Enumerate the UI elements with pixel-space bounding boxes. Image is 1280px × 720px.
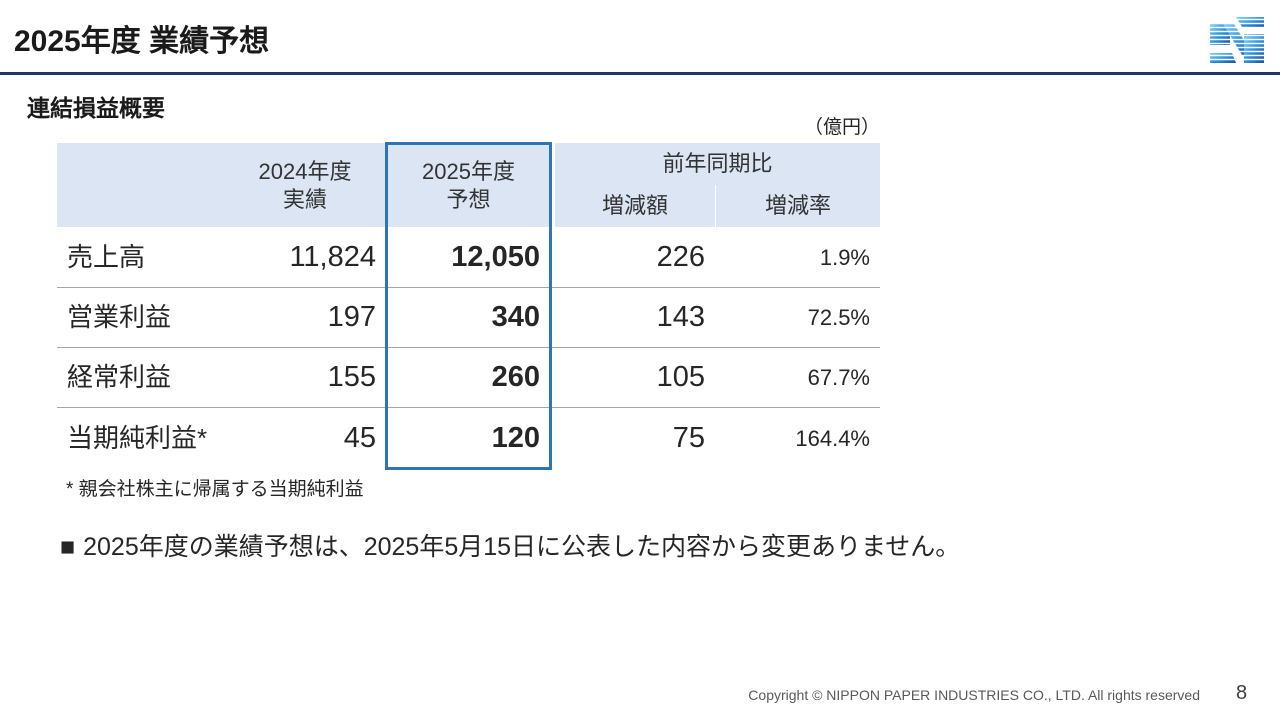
consolidated-pl-table: 2024年度 実績 2025年度 予想 前年同期比 増減額 増減率 売上高 11…: [57, 143, 880, 469]
value-diff: 226: [656, 241, 705, 273]
value-diff: 75: [672, 422, 705, 454]
header-diff: 増減額: [601, 193, 668, 218]
header-2024-actual: 2024年度 実績: [227, 158, 383, 214]
bullet-text: 2025年度の業績予想は、2025年5月15日に公表した内容から変更ありません。: [83, 533, 961, 561]
header-rule: [0, 72, 1280, 75]
value-2025: 120: [491, 422, 540, 454]
table-header-current: 2025年度 予想: [385, 143, 552, 227]
page-number: 8: [1236, 682, 1248, 704]
nippon-paper-logo-icon: [1208, 14, 1266, 66]
value-diff: 143: [656, 301, 705, 333]
header-curr-year: 2025年度: [422, 159, 515, 184]
row-label: 当期純利益*: [67, 423, 208, 453]
unit-label: （億円）: [803, 117, 880, 138]
value-2024: 11,824: [289, 241, 376, 273]
header-prev-kind: 実績: [282, 187, 327, 212]
table-row: 当期純利益* 45 120 75 164.4%: [57, 409, 880, 469]
section-title: 連結損益概要: [27, 95, 165, 121]
header-rate: 増減率: [715, 185, 880, 227]
bullet-note: ■ 2025年度の業績予想は、2025年5月15日に公表した内容から変更ありません…: [60, 531, 960, 563]
row-label: 売上高: [67, 242, 146, 272]
copyright: Copyright © NIPPON PAPER INDUSTRIES CO.,…: [748, 687, 1200, 703]
value-2024: 155: [327, 361, 376, 393]
value-rate: 72.5%: [807, 305, 870, 330]
value-2025: 12,050: [451, 241, 540, 273]
row-label: 経常利益: [67, 362, 172, 392]
value-rate: 67.7%: [807, 365, 870, 390]
value-2025: 340: [491, 301, 540, 333]
header-prev-year: 2024年度: [258, 159, 352, 184]
value-2024: 45: [343, 422, 376, 454]
table-row: 営業利益 197 340 143 72.5%: [57, 288, 880, 348]
header-curr-kind: 予想: [446, 187, 491, 212]
table-header-yoy: 前年同期比 増減額 増減率: [555, 143, 880, 227]
slide-title: 2025年度 業績予想: [14, 25, 270, 58]
value-diff: 105: [656, 361, 705, 393]
table-row: 売上高 11,824 12,050 226 1.9%: [57, 228, 880, 288]
header-2025-forecast: 2025年度 予想: [385, 158, 552, 214]
value-rate: 164.4%: [795, 426, 870, 451]
value-2025: 260: [491, 361, 540, 393]
bullet-square-icon: ■: [60, 533, 76, 561]
value-2024: 197: [327, 301, 376, 333]
footnote: * 親会社株主に帰属する当期純利益: [66, 479, 364, 500]
header-yoy: 前年同期比: [662, 151, 773, 176]
value-rate: 1.9%: [819, 245, 870, 270]
table-header-left: 2024年度 実績: [57, 143, 385, 227]
row-label: 営業利益: [67, 302, 172, 332]
table-row: 経常利益 155 260 105 67.7%: [57, 348, 880, 408]
